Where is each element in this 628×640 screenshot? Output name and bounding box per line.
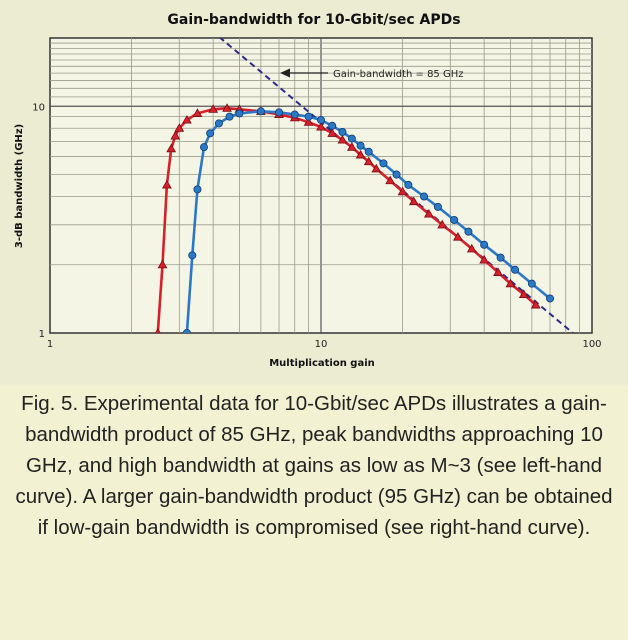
data-point-circle xyxy=(199,143,208,152)
data-point-circle xyxy=(480,240,489,249)
data-point-circle xyxy=(193,185,202,194)
data-point-triangle xyxy=(397,186,408,196)
data-point-circle xyxy=(256,107,265,116)
data-point-triangle xyxy=(170,130,181,140)
data-point-circle xyxy=(206,129,215,138)
series-layer xyxy=(154,103,555,333)
data-point-circle xyxy=(356,141,365,150)
data-point-triangle xyxy=(363,156,374,166)
data-point-triangle xyxy=(408,196,419,206)
series-2 xyxy=(182,107,555,333)
data-point-triangle xyxy=(493,267,503,276)
data-point-triangle xyxy=(505,278,516,288)
data-point-triangle xyxy=(453,232,463,241)
data-point-circle xyxy=(275,108,284,117)
data-point-triangle xyxy=(355,149,366,159)
data-point-triangle xyxy=(479,254,490,264)
data-point-triangle xyxy=(166,143,177,153)
data-point-triangle xyxy=(337,134,348,144)
data-point-triangle xyxy=(208,104,219,113)
data-point-triangle xyxy=(437,219,448,229)
y-tick-label: 10 xyxy=(32,102,45,113)
annotation-arrow-head xyxy=(280,68,290,78)
data-point-triangle xyxy=(518,289,529,298)
data-point-circle xyxy=(347,134,356,143)
data-point-triangle xyxy=(174,123,185,132)
data-point-triangle xyxy=(346,142,357,151)
figure-caption: Fig. 5. Experimental data for 10-Gbit/se… xyxy=(15,392,613,539)
data-point-triangle xyxy=(423,208,434,218)
data-point-triangle xyxy=(192,108,203,117)
y-axis-label: 3-dB bandwidth (GHz) xyxy=(14,124,25,248)
data-point-circle xyxy=(188,251,197,260)
data-point-circle xyxy=(450,216,459,225)
data-point-circle xyxy=(433,202,442,211)
data-point-circle xyxy=(527,279,536,288)
data-point-circle xyxy=(392,170,401,179)
data-point-circle xyxy=(225,112,234,121)
x-tick-label: 100 xyxy=(582,339,601,350)
tick-labels: 1 10 100 1 10 xyxy=(32,102,601,350)
data-point-circle xyxy=(338,127,347,136)
data-point-circle xyxy=(379,159,388,168)
series-line xyxy=(156,106,537,333)
annotation: Gain-bandwidth = 85 GHz xyxy=(280,68,463,80)
x-axis-label: Multiplication gain xyxy=(269,358,375,369)
data-point-triangle xyxy=(154,327,161,333)
data-point-circle xyxy=(546,294,555,303)
data-point-circle xyxy=(511,265,520,274)
data-point-circle xyxy=(290,110,299,119)
y-tick-label: 1 xyxy=(39,329,45,340)
annotation-label: Gain-bandwidth = 85 GHz xyxy=(333,69,463,80)
data-point-circle xyxy=(464,227,473,236)
data-point-circle xyxy=(304,112,313,121)
data-point-circle xyxy=(404,180,413,189)
data-point-circle xyxy=(420,192,429,201)
data-point-circle xyxy=(316,115,325,124)
data-point-circle xyxy=(214,119,223,128)
data-point-circle xyxy=(182,329,191,333)
data-point-triangle xyxy=(327,128,338,137)
data-point-triangle xyxy=(530,299,541,309)
data-point-triangle xyxy=(316,122,326,131)
data-point-circle xyxy=(364,147,373,156)
data-point-triangle xyxy=(385,175,396,185)
data-point-triangle xyxy=(371,163,382,173)
data-point-triangle xyxy=(222,103,232,112)
data-point-circle xyxy=(235,109,244,118)
chart-title: Gain-bandwidth for 10-Gbit/sec APDs xyxy=(167,12,460,28)
data-point-triangle xyxy=(157,259,168,269)
data-point-circle xyxy=(328,121,337,130)
x-tick-label: 1 xyxy=(47,339,53,350)
data-point-triangle xyxy=(466,243,477,253)
data-point-triangle xyxy=(182,114,192,124)
x-tick-label: 10 xyxy=(315,339,328,350)
grid xyxy=(50,38,592,333)
data-point-triangle xyxy=(303,117,314,126)
gain-bandwidth-chart: 1 10 100 1 10 Gain-bandwidth = 85 GHz Gain-b… xyxy=(14,12,602,369)
series-1 xyxy=(154,103,541,333)
data-point-circle xyxy=(496,253,505,262)
data-point-triangle xyxy=(162,179,172,189)
